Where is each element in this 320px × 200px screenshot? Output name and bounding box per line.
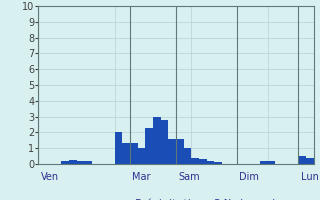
Bar [115, 132, 123, 164]
Bar [145, 128, 153, 164]
Bar [184, 148, 191, 164]
Bar [298, 156, 306, 164]
Bar [191, 158, 199, 164]
Bar [161, 120, 168, 164]
Bar [130, 143, 138, 164]
Bar [176, 139, 184, 164]
Bar [123, 143, 130, 164]
Bar [69, 160, 76, 164]
Bar [199, 159, 207, 164]
Bar [76, 161, 84, 164]
Bar [214, 162, 222, 164]
Bar [138, 148, 145, 164]
Bar [207, 161, 214, 164]
Bar [153, 117, 161, 164]
Bar [260, 161, 268, 164]
Text: Lun: Lun [300, 172, 318, 182]
Text: Ven: Ven [41, 172, 59, 182]
Text: Mar: Mar [132, 172, 151, 182]
Bar [168, 139, 176, 164]
Bar [306, 158, 314, 164]
Bar [84, 161, 92, 164]
Text: Précipitations 24h ( mm ): Précipitations 24h ( mm ) [135, 199, 276, 200]
Text: Sam: Sam [178, 172, 200, 182]
Text: Dim: Dim [239, 172, 259, 182]
Bar [61, 161, 69, 164]
Bar [268, 161, 276, 164]
